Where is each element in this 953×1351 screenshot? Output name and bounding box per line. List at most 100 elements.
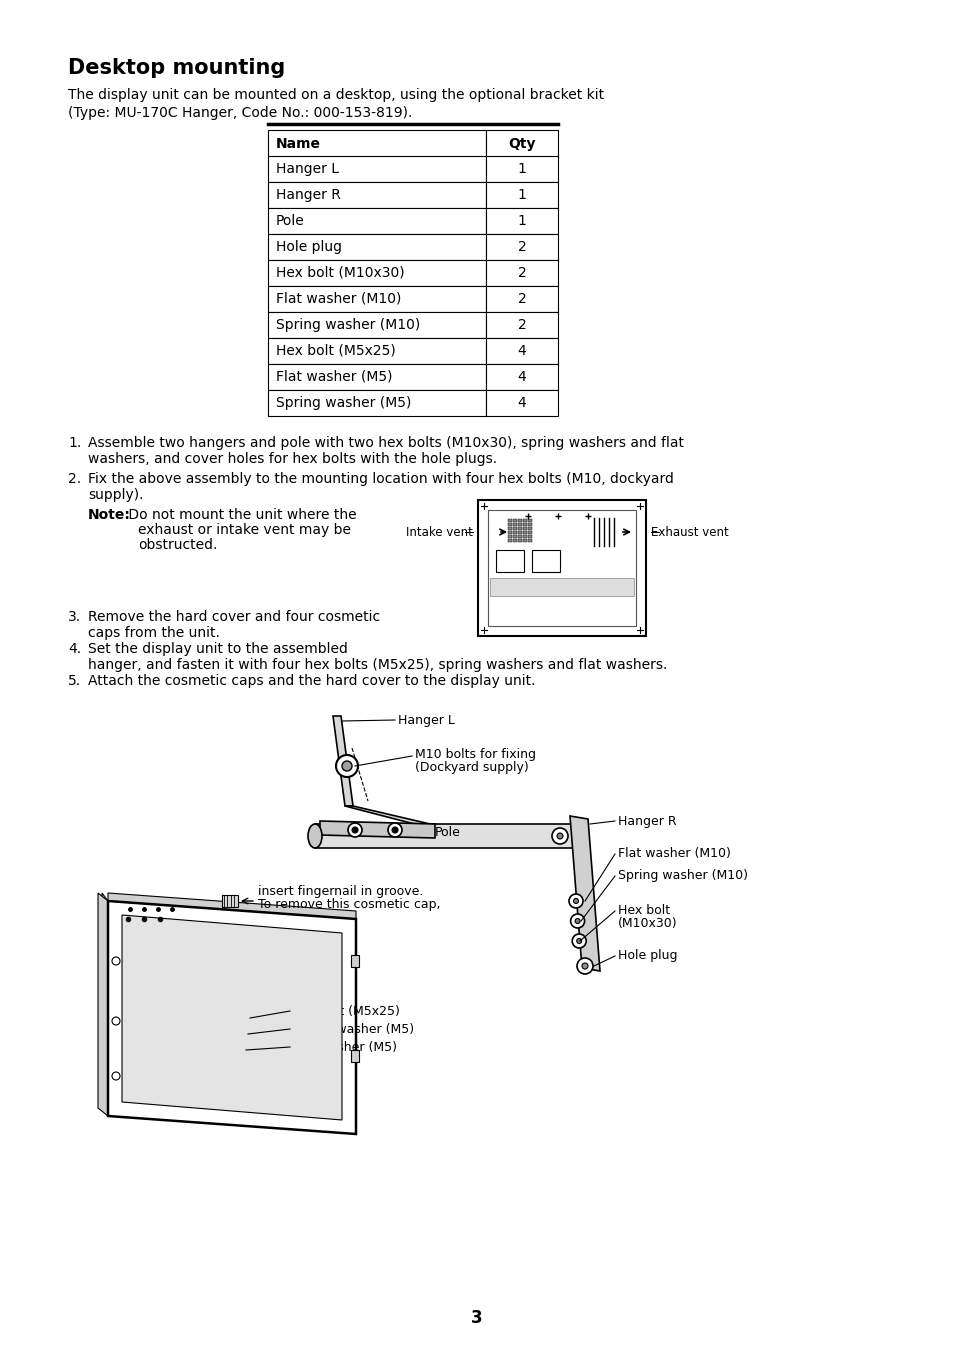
- Text: obstructed.: obstructed.: [138, 538, 217, 553]
- Bar: [268, 182, 485, 208]
- Bar: [314, 824, 579, 848]
- Bar: [485, 155, 558, 182]
- Text: Hex bolt (M5x25): Hex bolt (M5x25): [275, 345, 395, 358]
- Text: Flat washer (M5): Flat washer (M5): [275, 370, 392, 384]
- Polygon shape: [108, 901, 355, 1133]
- Bar: [507, 527, 512, 530]
- Text: Hex bolt (M10x30): Hex bolt (M10x30): [275, 266, 404, 280]
- Bar: [522, 535, 527, 538]
- Polygon shape: [569, 816, 599, 971]
- Bar: [490, 578, 634, 596]
- Text: Spring washer (M10): Spring washer (M10): [618, 870, 747, 882]
- Text: Hanger R: Hanger R: [618, 815, 676, 828]
- Circle shape: [568, 894, 582, 908]
- Circle shape: [388, 823, 401, 838]
- Polygon shape: [102, 893, 108, 1116]
- Polygon shape: [319, 821, 435, 838]
- Bar: [507, 539, 512, 542]
- Bar: [485, 208, 558, 234]
- Text: 2: 2: [517, 240, 526, 254]
- Text: Flat washer (M10): Flat washer (M10): [275, 292, 401, 305]
- Bar: [351, 1050, 358, 1062]
- Bar: [485, 234, 558, 259]
- Bar: [527, 535, 532, 538]
- Text: Flat washer (M5): Flat washer (M5): [292, 1040, 396, 1054]
- Bar: [513, 527, 517, 530]
- Text: 1.: 1.: [68, 436, 81, 450]
- Text: 1: 1: [517, 162, 526, 176]
- Text: 4: 4: [517, 345, 526, 358]
- Bar: [268, 338, 485, 363]
- Circle shape: [552, 828, 567, 844]
- Text: Pole: Pole: [435, 825, 460, 839]
- Text: 2: 2: [517, 266, 526, 280]
- Bar: [268, 130, 485, 158]
- Text: 4: 4: [517, 396, 526, 409]
- Text: Hole plug: Hole plug: [275, 240, 341, 254]
- Bar: [513, 539, 517, 542]
- Bar: [527, 539, 532, 542]
- Text: Attach the cosmetic caps and the hard cover to the display unit.: Attach the cosmetic caps and the hard co…: [88, 674, 535, 688]
- Text: 4: 4: [517, 370, 526, 384]
- Bar: [517, 535, 522, 538]
- Text: insert fingernail in groove.: insert fingernail in groove.: [257, 885, 423, 898]
- Polygon shape: [333, 716, 353, 807]
- Bar: [517, 527, 522, 530]
- Circle shape: [577, 958, 593, 974]
- Text: M10 bolts for fixing: M10 bolts for fixing: [415, 748, 536, 761]
- Bar: [477, 500, 645, 636]
- Bar: [351, 955, 358, 967]
- Bar: [507, 531, 512, 534]
- Bar: [527, 523, 532, 526]
- Bar: [485, 182, 558, 208]
- Bar: [268, 259, 485, 286]
- Text: To remove this cosmetic cap,: To remove this cosmetic cap,: [257, 898, 440, 911]
- Text: 2: 2: [517, 317, 526, 332]
- Circle shape: [573, 898, 578, 904]
- Bar: [485, 312, 558, 338]
- Bar: [485, 130, 558, 158]
- Text: Note:: Note:: [88, 508, 131, 521]
- Bar: [522, 539, 527, 542]
- Text: Hanger L: Hanger L: [275, 162, 338, 176]
- Text: Spring washer (M5): Spring washer (M5): [292, 1023, 414, 1035]
- Text: Name: Name: [275, 136, 320, 151]
- Polygon shape: [108, 893, 355, 919]
- Bar: [268, 363, 485, 390]
- Text: 3.: 3.: [68, 611, 81, 624]
- Polygon shape: [345, 807, 430, 825]
- Text: (Type: MU-170C Hanger, Code No.: 000-153-819).: (Type: MU-170C Hanger, Code No.: 000-153…: [68, 105, 412, 120]
- Circle shape: [557, 834, 562, 839]
- Bar: [268, 208, 485, 234]
- Circle shape: [335, 755, 357, 777]
- Circle shape: [352, 827, 357, 834]
- Bar: [485, 338, 558, 363]
- Bar: [517, 531, 522, 534]
- Circle shape: [581, 963, 587, 969]
- Circle shape: [392, 827, 397, 834]
- Text: Remove the hard cover and four cosmetic
caps from the unit.: Remove the hard cover and four cosmetic …: [88, 611, 379, 640]
- Text: Set the display unit to the assembled
hanger, and fasten it with four hex bolts : Set the display unit to the assembled ha…: [88, 642, 667, 673]
- Text: exhaust or intake vent may be: exhaust or intake vent may be: [138, 523, 351, 536]
- Text: Fix the above assembly to the mounting location with four hex bolts (M10, dockya: Fix the above assembly to the mounting l…: [88, 471, 673, 503]
- Polygon shape: [98, 893, 108, 1116]
- Bar: [488, 509, 636, 626]
- Text: Hanger L: Hanger L: [397, 713, 455, 727]
- Circle shape: [575, 919, 579, 924]
- Text: (M10x30): (M10x30): [618, 917, 677, 929]
- Polygon shape: [122, 915, 341, 1120]
- Text: (Dockyard supply): (Dockyard supply): [415, 761, 528, 774]
- Bar: [513, 531, 517, 534]
- Text: 2.: 2.: [68, 471, 81, 486]
- Bar: [485, 363, 558, 390]
- Bar: [507, 535, 512, 538]
- Text: Hanger R: Hanger R: [275, 188, 340, 203]
- Text: 1: 1: [517, 188, 526, 203]
- Circle shape: [570, 915, 584, 928]
- Circle shape: [112, 1071, 120, 1079]
- Text: Qty: Qty: [508, 136, 536, 151]
- Text: Hex bolt (M5x25): Hex bolt (M5x25): [292, 1005, 399, 1017]
- Text: Flat washer (M10): Flat washer (M10): [618, 847, 730, 861]
- Bar: [513, 523, 517, 526]
- Text: The display unit can be mounted on a desktop, using the optional bracket kit: The display unit can be mounted on a des…: [68, 88, 603, 101]
